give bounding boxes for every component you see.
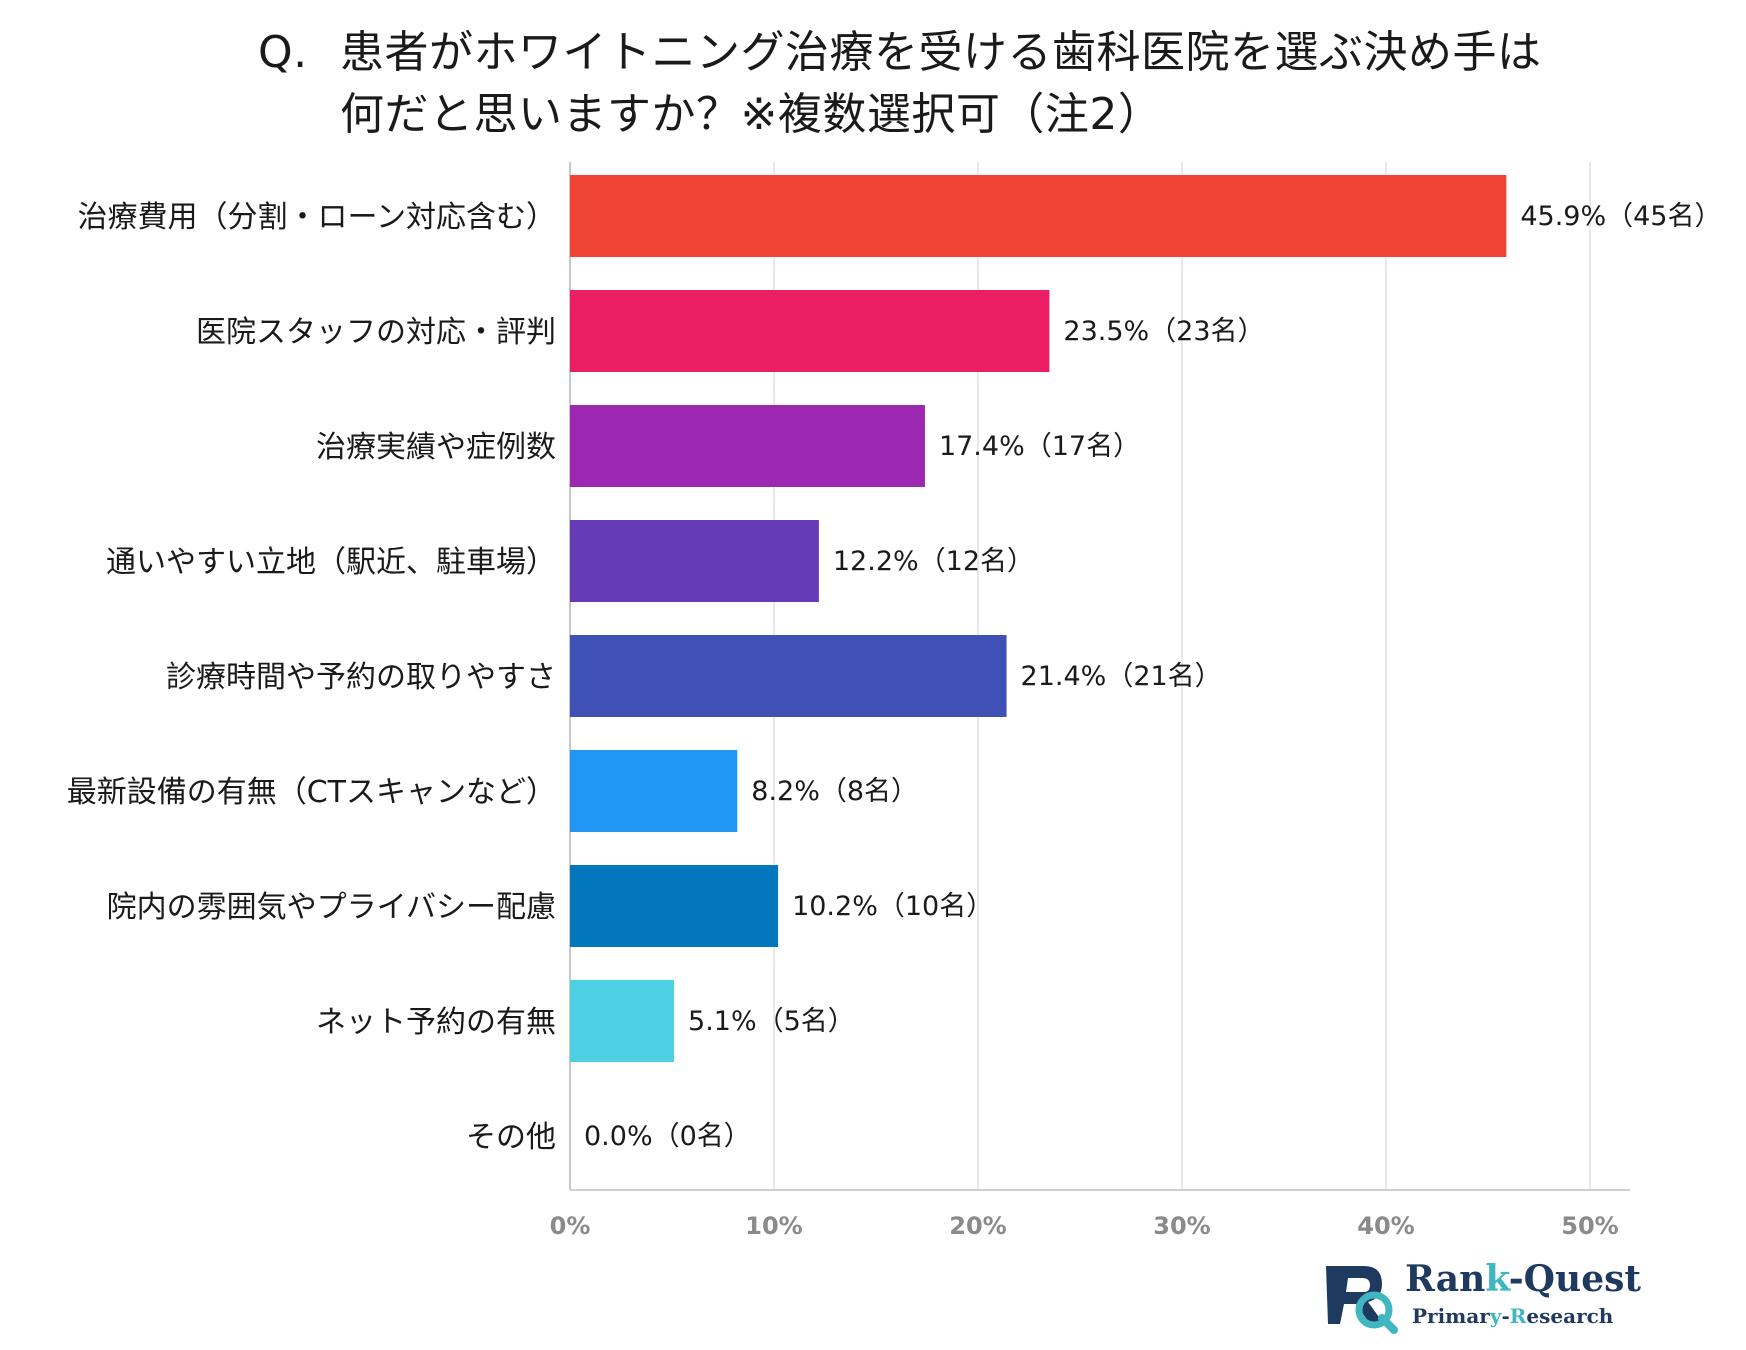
data-label: 21.4%（21名） [1021, 661, 1222, 692]
sub-part-4: R [1509, 1304, 1527, 1328]
category-label: 診療時間や予約の取りやすさ [166, 660, 556, 695]
data-label: 8.2%（8名） [751, 776, 918, 807]
brand-part-3: -Quest [1508, 1258, 1642, 1300]
data-label: 10.2%（10名） [792, 891, 993, 922]
bar [570, 405, 925, 487]
bar [570, 865, 779, 947]
sub-part-5: esearch [1526, 1304, 1614, 1328]
bar [570, 175, 1507, 257]
data-label: 45.9%（45名） [1520, 201, 1721, 232]
data-label: 12.2%（12名） [833, 546, 1034, 577]
data-label: 17.4%（17名） [939, 431, 1140, 462]
category-label: 最新設備の有無（CTスキャンなど） [67, 775, 556, 810]
label-layer: 治療費用（分割・ローン対応含む） 45.9%（45名） 医院スタッフの対応・評判 23… [67, 200, 1722, 1155]
chart-title: Q. 患者がホワイトニング治療を受ける歯科医院を選ぶ決め手は 何だと思いますか？※… [258, 22, 1718, 146]
x-tick-label: 20% [949, 1212, 1006, 1240]
x-tick-label: 40% [1357, 1212, 1414, 1240]
category-label: 医院スタッフの対応・評判 [196, 315, 556, 350]
bar-layer [570, 175, 1507, 1062]
x-tick-label: 50% [1561, 1212, 1618, 1240]
brand-part-2: k [1485, 1258, 1509, 1300]
question-prefix: Q. [258, 27, 308, 78]
rank-quest-logo: Rank-Quest Primary-Research [1320, 1258, 1641, 1338]
x-tick-label: 0% [550, 1212, 591, 1240]
category-label: 治療実績や症例数 [316, 430, 556, 465]
title-line-2: 何だと思いますか？※複数選択可（注2） [340, 89, 1163, 140]
bar [570, 520, 819, 602]
rank-quest-logo-icon [1326, 1266, 1398, 1334]
bar [570, 635, 1007, 717]
axis-layer: 0% 10% 20% 30% 40% 50% [550, 1189, 1630, 1240]
category-label: その他 [466, 1120, 556, 1155]
category-label: 治療費用（分割・ローン対応含む） [78, 200, 557, 235]
sub-part-3: - [1501, 1304, 1510, 1328]
bar [570, 980, 675, 1062]
data-label: 23.5%（23名） [1063, 316, 1264, 347]
bar [570, 750, 738, 832]
title-line-1: 患者がホワイトニング治療を受ける歯科医院を選ぶ決め手は [340, 27, 1542, 78]
category-label: ネット予約の有無 [316, 1005, 556, 1040]
brand-name: Rank-Quest [1405, 1258, 1641, 1300]
category-label: 通いやすい立地（駅近、駐車場） [106, 545, 556, 580]
x-tick-label: 30% [1153, 1212, 1210, 1240]
brand-subtitle: Primary-Research [1412, 1304, 1613, 1328]
x-tick-label: 10% [745, 1212, 802, 1240]
sub-part-2: y [1489, 1304, 1502, 1328]
data-label: 0.0%（0名） [584, 1121, 751, 1152]
bar [570, 290, 1050, 372]
data-label: 5.1%（5名） [688, 1006, 855, 1037]
category-label: 院内の雰囲気やプライバシー配慮 [107, 890, 556, 925]
brand-part-1: Ran [1405, 1258, 1486, 1300]
sub-part-1: Primar [1412, 1304, 1490, 1328]
